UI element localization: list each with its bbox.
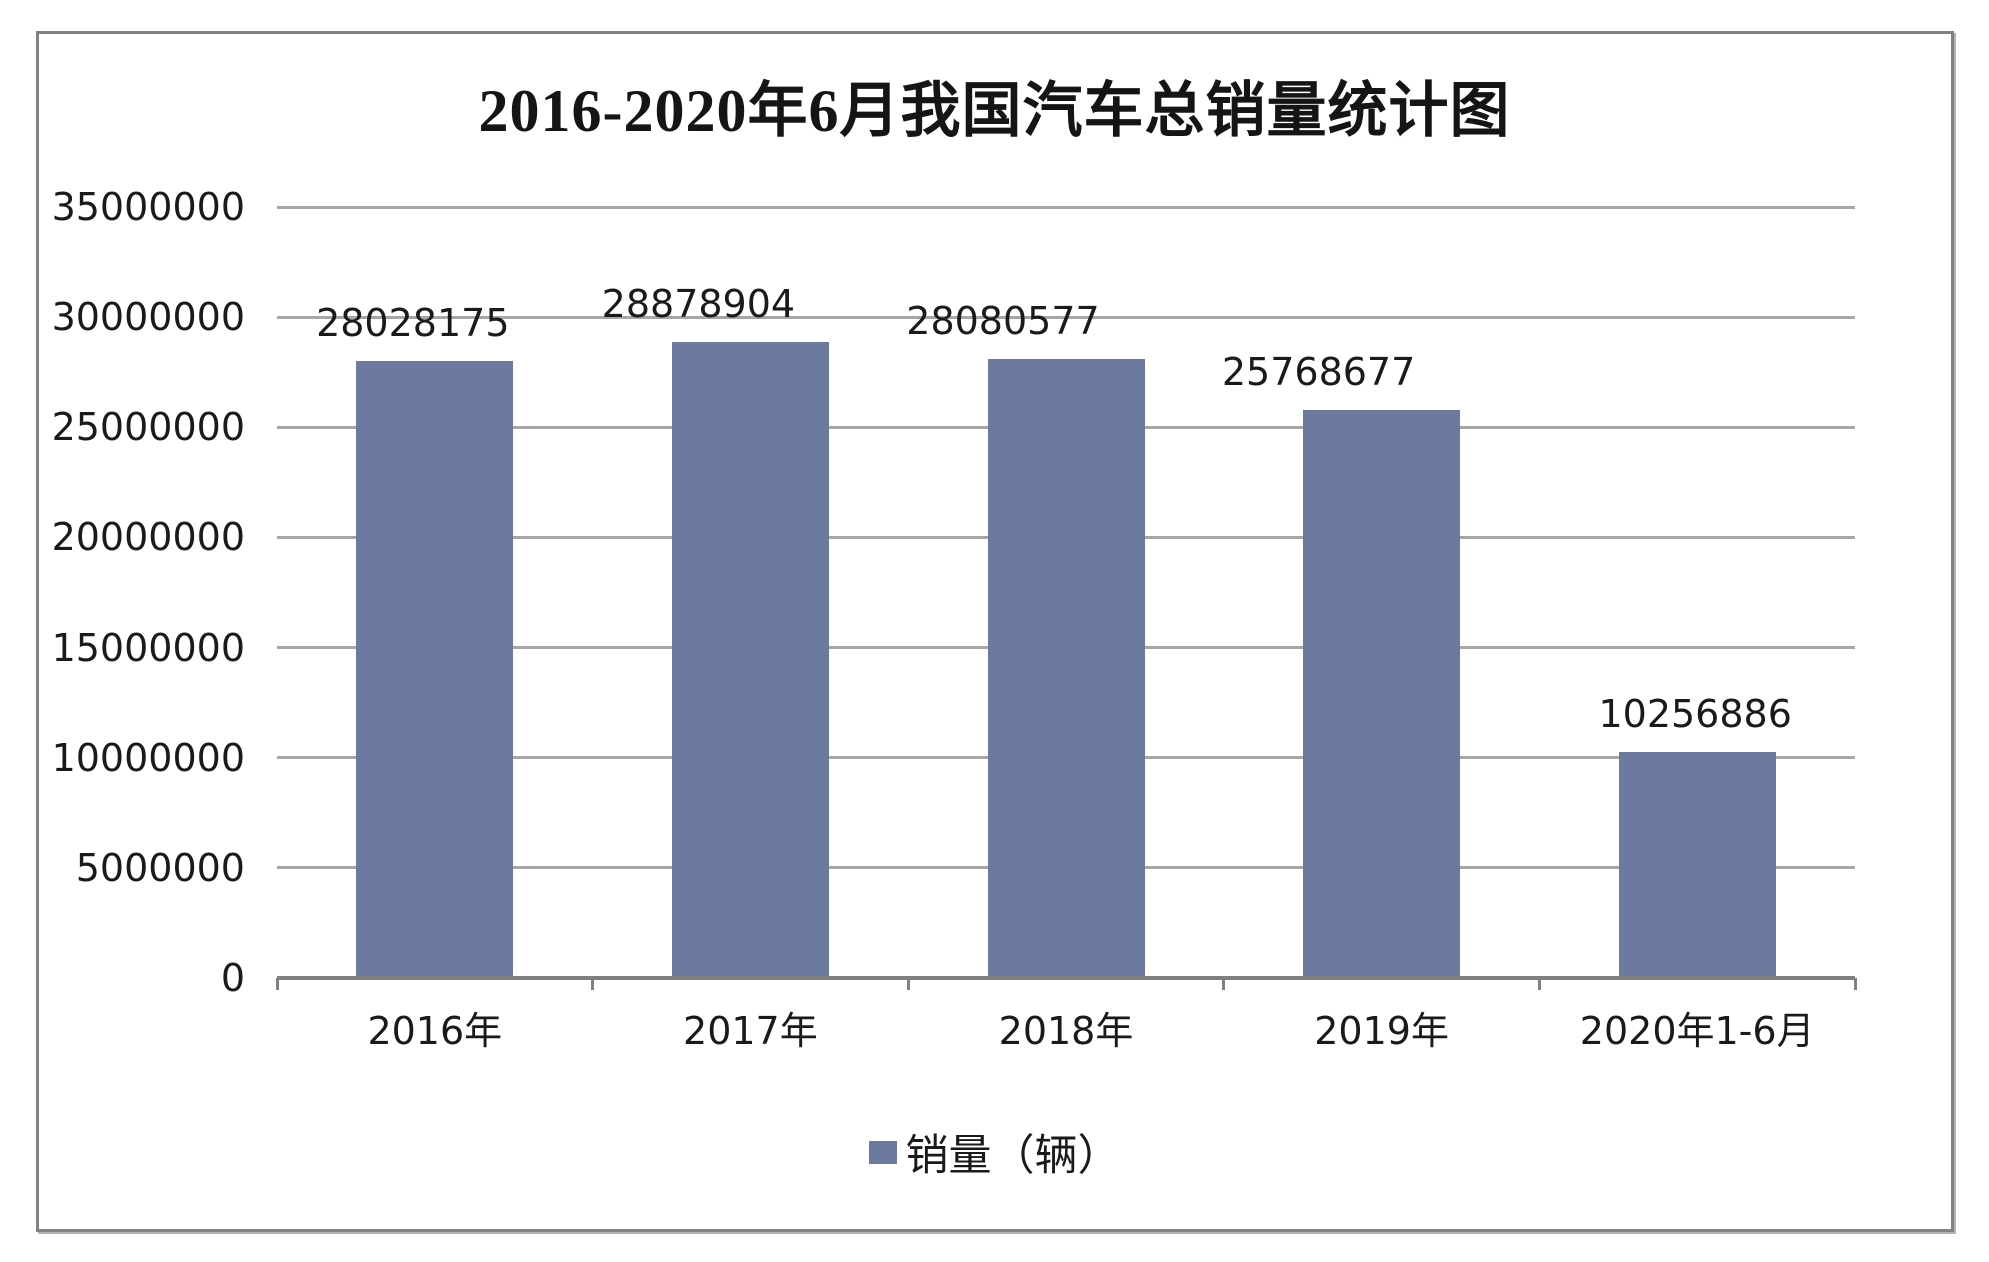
bar-2020年1-6月 <box>1618 752 1776 978</box>
x-axis-category-label: 2019年 <box>1314 1009 1449 1053</box>
chart-title: 2016-2020年6月我国汽车总销量统计图 <box>478 78 1511 144</box>
x-axis-tick <box>591 978 595 990</box>
bar-2018年 <box>987 359 1145 978</box>
legend: 销量（辆） <box>0 1124 1989 1181</box>
y-axis-tick-label: 5000000 <box>75 845 245 890</box>
y-axis-tick-label: 20000000 <box>51 515 245 560</box>
bar-value-label: 25768677 <box>1221 350 1416 395</box>
x-axis-tick <box>275 978 279 990</box>
bar-2019年 <box>1303 410 1461 978</box>
x-axis-category-label: 2017年 <box>683 1009 818 1053</box>
bar-2017年 <box>671 341 829 978</box>
x-axis-tick <box>1853 978 1857 990</box>
bar-value-label: 28080577 <box>906 299 1100 344</box>
y-axis-tick-label: 25000000 <box>51 405 245 450</box>
chart-border-frame <box>36 31 1954 1232</box>
legend-series-label: 销量（辆） <box>905 1131 1121 1181</box>
x-axis-category-label: 2018年 <box>998 1009 1134 1053</box>
y-axis-tick-label: 30000000 <box>51 295 245 340</box>
x-axis-category-label: 2016年 <box>367 1009 503 1053</box>
x-axis-tick <box>1537 978 1541 990</box>
y-axis-tick-label: 15000000 <box>51 625 245 670</box>
gridline <box>277 315 1855 319</box>
bar-value-label: 10256886 <box>1598 692 1792 737</box>
x-axis-category-label: 2020年1-6月 <box>1579 1009 1815 1053</box>
x-axis-tick <box>1222 978 1226 990</box>
y-axis-tick-label: 35000000 <box>51 185 245 229</box>
gridline <box>277 205 1855 209</box>
y-axis-tick-label: 0 <box>220 956 245 1000</box>
x-axis-line <box>277 976 1855 980</box>
x-axis-tick <box>906 978 910 990</box>
bar-value-label: 28878904 <box>601 281 796 326</box>
bar-2016年 <box>356 360 514 978</box>
legend-swatch-icon <box>868 1140 897 1164</box>
bar-value-label: 28028175 <box>316 300 510 345</box>
y-axis-tick-label: 10000000 <box>51 735 245 780</box>
